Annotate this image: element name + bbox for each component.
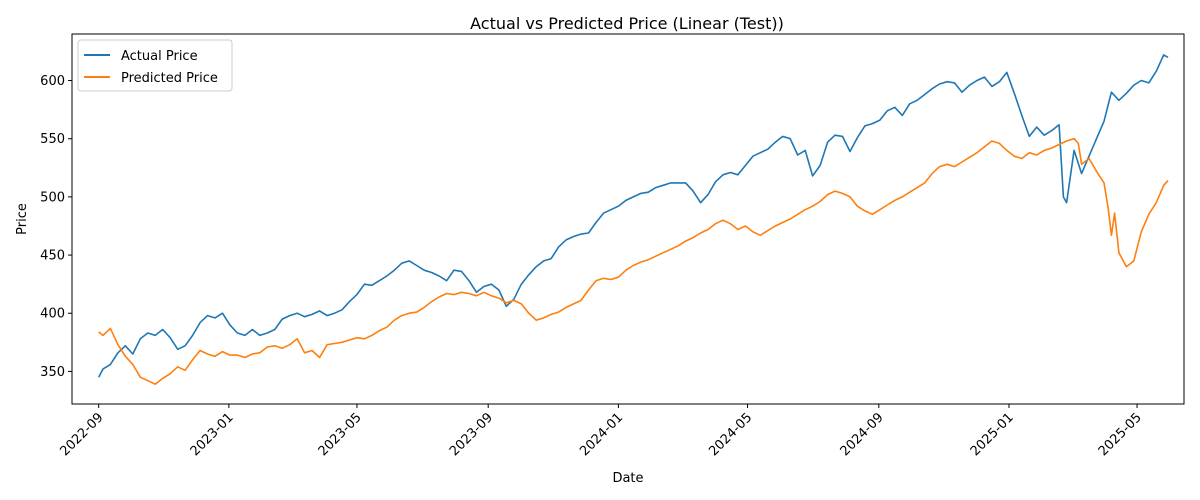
series-line-predicted-price (98, 137, 1169, 385)
legend-box (77, 39, 233, 92)
y-axis: 350 400 450 500 550 600 (40, 74, 72, 380)
legend-label-predicted: Predicted Price (121, 71, 218, 86)
y-tick-label: 550 (40, 132, 65, 147)
legend-label-actual: Actual Price (121, 49, 198, 64)
x-axis-label: Date (612, 471, 643, 486)
y-axis-label: Price (15, 203, 30, 235)
plot-area-frame (71, 33, 1185, 405)
series-line-actual-price (97, 54, 1169, 378)
y-tick-label: 400 (40, 307, 65, 322)
y-tick-label: 450 (40, 249, 65, 264)
chart-title: Actual vs Predicted Price (Linear (Test)… (470, 14, 784, 33)
y-tick-label: 350 (40, 365, 65, 380)
legend: Actual Price Predicted Price (77, 39, 233, 92)
y-tick-label: 600 (40, 74, 65, 89)
y-tick-label: 500 (40, 190, 65, 205)
series-layer (97, 54, 1169, 385)
